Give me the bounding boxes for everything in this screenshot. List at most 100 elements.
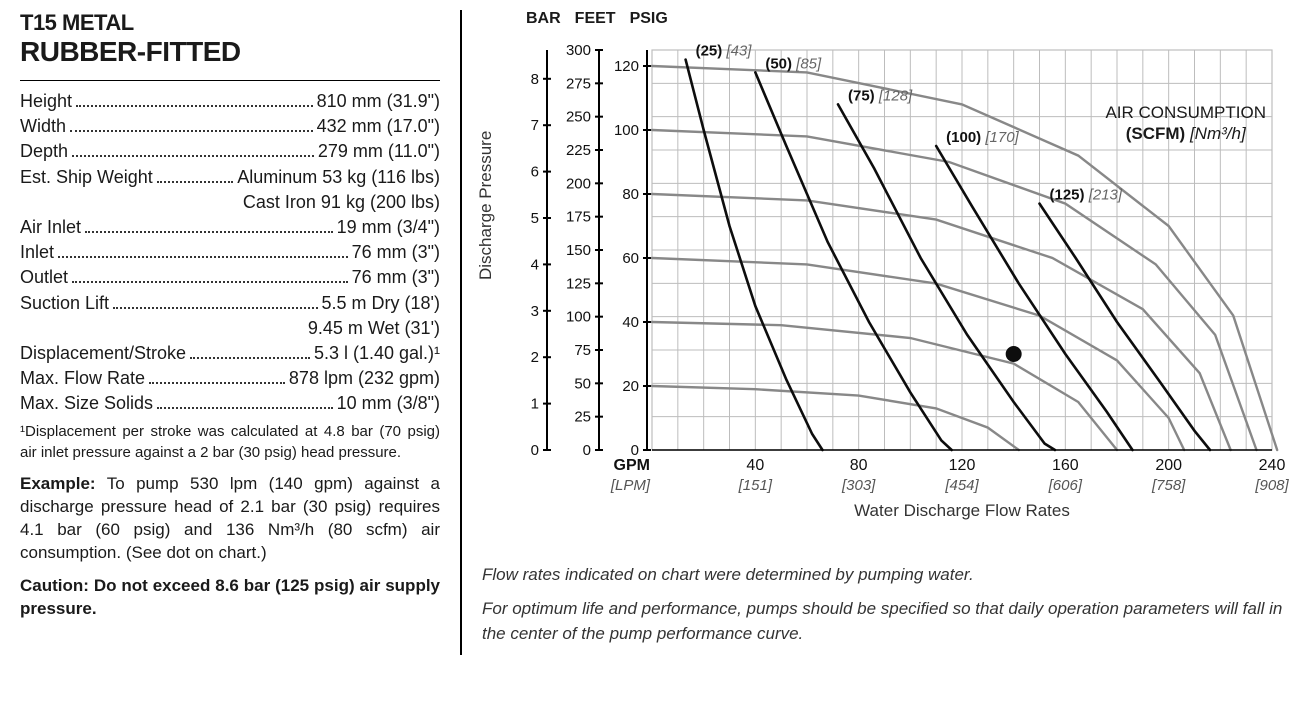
svg-text:100: 100: [614, 122, 639, 139]
spec-label: Width: [20, 114, 66, 139]
svg-text:[LPM]: [LPM]: [610, 477, 651, 494]
spec-row: 9.45 m Wet (31'): [20, 316, 440, 341]
svg-text:40: 40: [746, 457, 764, 474]
spec-value: 878 lpm (232 gpm): [289, 366, 440, 391]
footnote: ¹Displacement per stroke was calculated …: [20, 422, 440, 463]
air-legend-scfm: (SCFM): [1126, 124, 1185, 143]
spec-label: Est. Ship Weight: [20, 165, 153, 190]
spec-row: Outlet 76 mm (3"): [20, 265, 440, 290]
svg-text:125: 125: [566, 275, 591, 292]
chart-note-2: For optimum life and performance, pumps …: [482, 596, 1296, 647]
svg-text:100: 100: [566, 309, 591, 326]
spec-row: Depth279 mm (11.0"): [20, 139, 440, 164]
title-line2: RUBBER-FITTED: [20, 36, 440, 68]
spec-value: 5.3 l (1.40 gal.)¹: [314, 341, 440, 366]
svg-text:[758]: [758]: [1151, 477, 1186, 494]
svg-text:225: 225: [566, 142, 591, 159]
y-axis-label: Discharge Pressure: [476, 131, 496, 280]
svg-text:[606]: [606]: [1048, 477, 1083, 494]
spec-row: Max. Size Solids 10 mm (3/8"): [20, 391, 440, 416]
svg-text:120: 120: [614, 58, 639, 75]
svg-text:150: 150: [566, 242, 591, 259]
svg-text:3: 3: [531, 303, 539, 320]
spec-label: Max. Size Solids: [20, 391, 153, 416]
svg-text:GPM: GPM: [614, 457, 650, 474]
svg-text:40: 40: [622, 314, 639, 331]
air-consumption-legend: AIR CONSUMPTION (SCFM) [Nm³/h]: [1105, 102, 1266, 145]
svg-text:120: 120: [949, 457, 976, 474]
svg-text:[454]: [454]: [944, 477, 979, 494]
spec-label: Outlet: [20, 265, 68, 290]
spec-value: 76 mm (3"): [352, 240, 440, 265]
svg-text:200: 200: [1155, 457, 1182, 474]
svg-text:80: 80: [850, 457, 868, 474]
svg-text:75: 75: [574, 342, 591, 359]
svg-text:6: 6: [531, 164, 539, 181]
svg-text:60: 60: [622, 250, 639, 267]
chart-note-1: Flow rates indicated on chart were deter…: [482, 562, 1296, 588]
svg-text:20: 20: [622, 378, 639, 395]
spec-row: Inlet 76 mm (3"): [20, 240, 440, 265]
spec-table: Height810 mm (31.9")Width432 mm (17.0")D…: [20, 80, 440, 416]
svg-text:300: 300: [566, 42, 591, 59]
spec-value: Aluminum 53 kg (116 lbs): [237, 165, 440, 190]
spec-label: Max. Flow Rate: [20, 366, 145, 391]
example-text: Example: To pump 530 lpm (140 gpm) again…: [20, 473, 440, 565]
y-column-headers: BAR FEET PSIG: [526, 10, 1296, 28]
spec-value: Cast Iron 91 kg (200 lbs): [243, 190, 440, 215]
svg-text:0: 0: [531, 442, 539, 459]
spec-value: 9.45 m Wet (31'): [308, 316, 440, 341]
chart-panel: BAR FEET PSIG Discharge Pressure 0 1 2 3 4 5 6…: [460, 10, 1296, 655]
spec-value: 432 mm (17.0"): [317, 114, 440, 139]
svg-text:8: 8: [531, 71, 539, 88]
chart-notes: Flow rates indicated on chart were deter…: [482, 562, 1296, 647]
spec-label: Inlet: [20, 240, 54, 265]
spec-row: Suction Lift 5.5 m Dry (18'): [20, 291, 440, 316]
spec-label: Air Inlet: [20, 215, 81, 240]
caution-text: Caution: Do not exceed 8.6 bar (125 psig…: [20, 575, 440, 621]
svg-text:5: 5: [531, 210, 539, 227]
svg-text:[151]: [151]: [738, 477, 773, 494]
spec-row: Displacement/Stroke 5.3 l (1.40 gal.)¹: [20, 341, 440, 366]
spec-value: 19 mm (3/4"): [337, 215, 440, 240]
spec-row: Width 432 mm (17.0"): [20, 114, 440, 139]
svg-text:200: 200: [566, 175, 591, 192]
svg-text:(50) [85]: (50) [85]: [765, 55, 822, 72]
spec-row: Max. Flow Rate 878 lpm (232 gpm): [20, 366, 440, 391]
air-legend-nm: [Nm³/h]: [1190, 124, 1246, 143]
svg-text:50: 50: [574, 375, 591, 392]
spec-row: Air Inlet 19 mm (3/4"): [20, 215, 440, 240]
svg-text:0: 0: [583, 442, 591, 459]
spec-value: 5.5 m Dry (18'): [322, 291, 440, 316]
svg-text:(75) [128]: (75) [128]: [848, 87, 913, 104]
svg-text:25: 25: [574, 409, 591, 426]
svg-text:4: 4: [531, 256, 539, 273]
spec-panel: T15 METAL RUBBER-FITTED Height 810 mm (31…: [20, 10, 440, 655]
svg-text:[303]: [303]: [841, 477, 876, 494]
svg-text:7: 7: [531, 117, 539, 134]
svg-text:[908]: [908]: [1254, 477, 1289, 494]
air-legend-line1: AIR CONSUMPTION: [1105, 102, 1266, 123]
svg-text:(25) [43]: (25) [43]: [696, 43, 753, 60]
svg-text:(125) [213]: (125) [213]: [1050, 187, 1123, 204]
spec-row: Height 810 mm (31.9"): [20, 89, 440, 114]
spec-label: Depth: [20, 139, 68, 164]
spec-row: Est. Ship Weight Aluminum 53 kg (116 lbs): [20, 165, 440, 190]
spec-value: 76 mm (3"): [352, 265, 440, 290]
title-line1: T15 METAL: [20, 10, 440, 36]
chart-area: Discharge Pressure 012345678025507510012…: [482, 30, 1296, 550]
svg-text:275: 275: [566, 75, 591, 92]
svg-text:240: 240: [1259, 457, 1286, 474]
spec-label: Suction Lift: [20, 291, 109, 316]
col-header-feet: FEET: [575, 10, 616, 28]
svg-text:2: 2: [531, 349, 539, 366]
col-header-psig: PSIG: [630, 10, 668, 28]
spec-label: Displacement/Stroke: [20, 341, 186, 366]
spec-label: Height: [20, 89, 72, 114]
spec-value: 810 mm (31.9"): [317, 89, 440, 114]
col-header-bar: BAR: [526, 10, 561, 28]
spec-value: 10 mm (3/8"): [337, 391, 440, 416]
svg-text:1: 1: [531, 396, 539, 413]
svg-text:80: 80: [622, 186, 639, 203]
svg-text:160: 160: [1052, 457, 1079, 474]
